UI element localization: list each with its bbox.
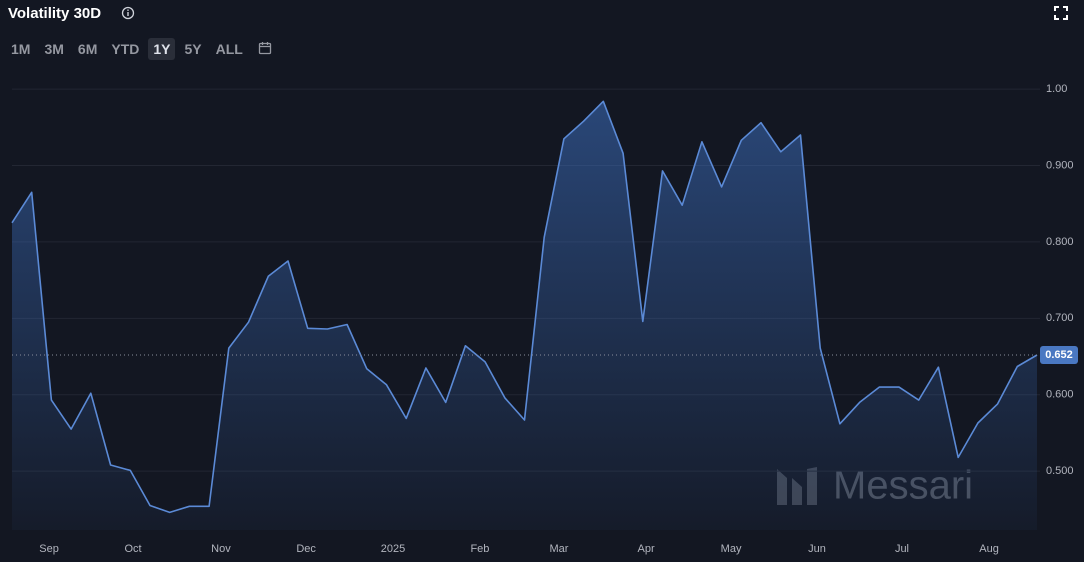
- calendar-icon[interactable]: [258, 41, 272, 55]
- y-tick-label: 0.900: [1046, 159, 1074, 171]
- range-button[interactable]: 1Y: [148, 38, 176, 60]
- x-tick-label: Jul: [895, 543, 909, 555]
- current-value-box: [1040, 346, 1078, 365]
- x-tick-label: Nov: [211, 543, 231, 555]
- range-button[interactable]: YTD: [111, 41, 140, 57]
- y-tick-label: 1.00: [1046, 83, 1067, 95]
- x-tick-label: Jun: [808, 543, 826, 555]
- chart-title: Volatility 30D: [8, 5, 102, 22]
- range-button[interactable]: 3M: [44, 41, 64, 57]
- range-button[interactable]: 5Y: [184, 41, 202, 57]
- y-tick-label: 0.600: [1046, 389, 1074, 401]
- info-icon[interactable]: [121, 6, 135, 20]
- expand-icon[interactable]: [1054, 6, 1068, 20]
- x-tick-label: 2025: [381, 543, 405, 555]
- watermark-text: Messari: [833, 464, 973, 508]
- x-tick-label: Apr: [638, 543, 655, 555]
- x-tick-label: Mar: [550, 543, 569, 555]
- x-tick-label: Sep: [39, 543, 59, 555]
- range-button[interactable]: 6M: [77, 41, 98, 57]
- line: [11, 100, 1038, 514]
- y-tick-label: 0.500: [1046, 465, 1074, 477]
- range-selector: 1M 3M 6M YTD 1Y 5Y ALL: [6, 38, 272, 60]
- range-button[interactable]: ALL: [215, 41, 243, 57]
- x-tick-label: Feb: [470, 543, 489, 555]
- y-tick-label: 0.800: [1046, 236, 1074, 248]
- range-button[interactable]: 1M: [11, 41, 31, 57]
- current-value-label: 0.652: [1045, 349, 1073, 361]
- x-tick-label: May: [721, 543, 742, 555]
- x-tick-label: Aug: [979, 543, 999, 555]
- watermark: Messari: [777, 464, 973, 508]
- x-tick-label: Dec: [296, 543, 316, 555]
- y-tick-label: 0.700: [1046, 312, 1074, 324]
- x-tick-label: Oct: [124, 543, 141, 555]
- area-fill: [12, 101, 1037, 531]
